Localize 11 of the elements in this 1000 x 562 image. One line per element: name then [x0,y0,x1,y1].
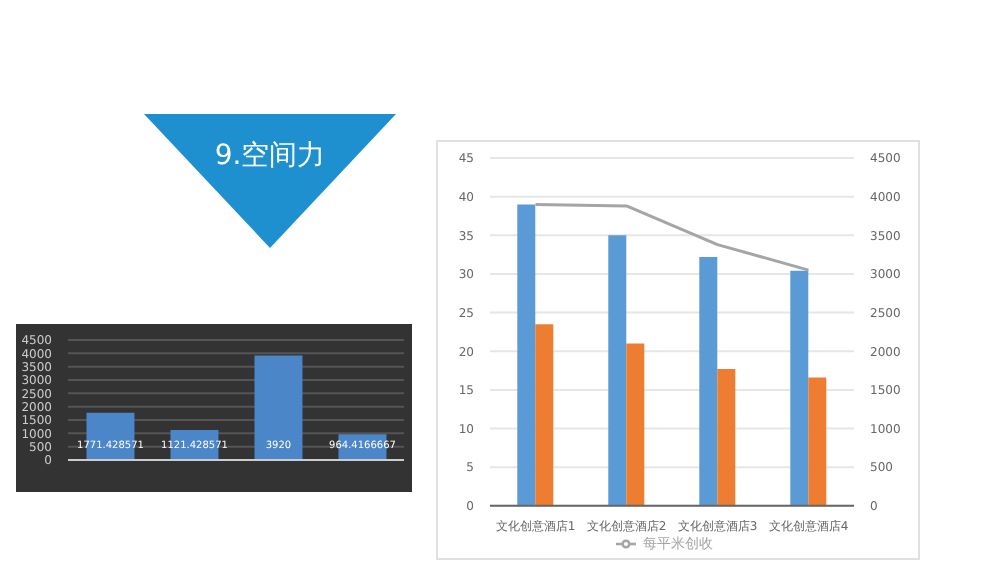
bar [699,256,718,506]
bar [608,235,627,506]
bar [517,204,536,506]
bar [254,355,303,460]
bar [808,377,827,506]
chart-title: 9.空间力 [214,140,326,172]
bar [717,369,736,506]
bar [535,324,554,506]
bar [790,270,809,506]
bar [626,343,645,506]
line-series [534,202,810,272]
